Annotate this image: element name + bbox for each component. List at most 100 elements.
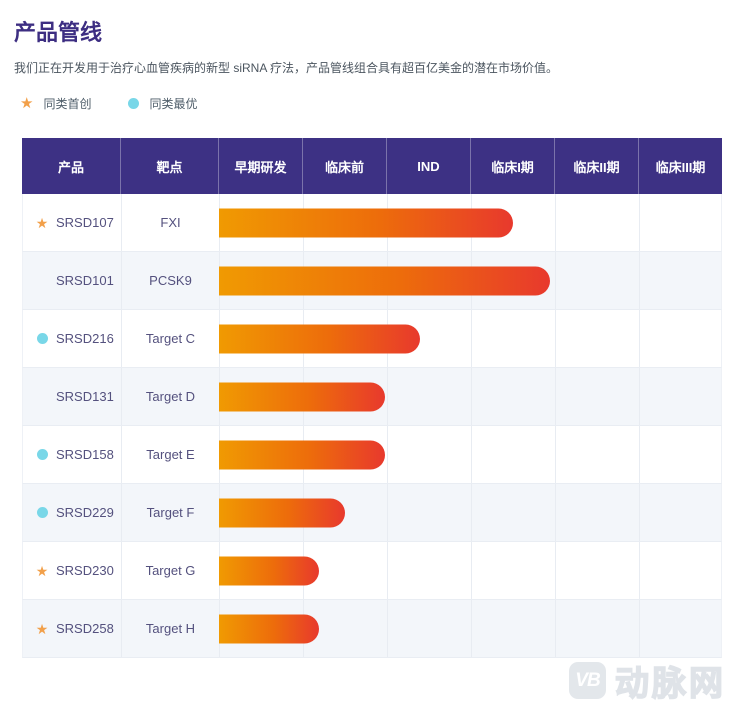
stage-cell [555, 194, 639, 251]
product-cell: SRSD229 [23, 484, 121, 541]
table-body: ★ SRSD107 FXI SRSD101 PCSK9 SRSD216 Target C SR… [22, 194, 722, 658]
stage-cell [471, 600, 555, 657]
header-cell-0: 产品 [57, 159, 84, 175]
progress-track [219, 600, 721, 657]
stage-cell [639, 194, 723, 251]
product-cell: SRSD216 [23, 310, 121, 367]
stage-cell [639, 542, 723, 599]
brand-watermark-text: 动脉网 [614, 664, 726, 704]
table-row: SRSD158 Target E [22, 426, 722, 484]
stage-cell [471, 484, 555, 541]
header-cell-1: 靶点 [120, 138, 218, 194]
vb-logo-icon: VB [569, 662, 606, 699]
page-subtitle: 我们正在开发用于治疗心血管疾病的新型 siRNA 疗法，产品管线组合具有超百亿美… [14, 61, 559, 75]
stage-cell [639, 426, 723, 483]
progress-track [219, 426, 721, 483]
target-cell: PCSK9 [121, 252, 219, 309]
product-label: SRSD216 [56, 331, 114, 346]
best-in-class-dot-icon [35, 333, 49, 344]
product-label: SRSD107 [56, 215, 114, 230]
progress-bar [219, 382, 385, 411]
header-cell-3: 临床前 [302, 138, 386, 194]
product-cell: SRSD131 [23, 368, 121, 425]
progress-track [219, 310, 721, 367]
progress-track [219, 194, 721, 251]
product-cell: ★ SRSD107 [23, 194, 121, 251]
product-label: SRSD158 [56, 447, 114, 462]
best-in-class-dot-icon [35, 449, 49, 460]
table-row: SRSD101 PCSK9 [22, 252, 722, 310]
stage-cell [639, 600, 723, 657]
progress-bar [219, 208, 513, 237]
stage-cell [639, 252, 723, 309]
legend-best-in-class-label: 同类最优 [149, 97, 198, 111]
table-header: 产品 靶点 早期研发 临床前 IND 临床I期 临床II期 临床III期 [22, 138, 722, 194]
stage-cell [639, 310, 723, 367]
header-cell-5: 临床I期 [470, 138, 554, 194]
table-row: ★ SRSD258 Target H [22, 600, 722, 658]
star-icon: ★ [20, 95, 34, 112]
stage-cell [555, 368, 639, 425]
legend-first-in-class-label: 同类首创 [43, 97, 92, 111]
page-title: 产品管线 [14, 20, 103, 45]
stage-cell [471, 310, 555, 367]
stage-cell [555, 252, 639, 309]
progress-bar [219, 498, 345, 527]
stage-cell [555, 542, 639, 599]
table-row: SRSD229 Target F [22, 484, 722, 542]
target-cell: Target C [121, 310, 219, 367]
stage-cell [471, 426, 555, 483]
dot-icon [128, 98, 140, 109]
header-cell-4: IND [386, 138, 470, 194]
stage-cell [387, 426, 471, 483]
stage-cell [639, 368, 723, 425]
stage-cell [555, 484, 639, 541]
table-row: SRSD131 Target D [22, 368, 722, 426]
stage-cell [471, 542, 555, 599]
header-cell-7: 临床III期 [638, 138, 722, 194]
progress-track [219, 484, 721, 541]
stage-cell [387, 542, 471, 599]
watermark: VB 动脉网 [569, 656, 726, 705]
stage-cell [639, 484, 723, 541]
target-cell: Target E [121, 426, 219, 483]
target-cell: Target H [121, 600, 219, 657]
stage-cell [387, 484, 471, 541]
progress-track [219, 542, 721, 599]
target-cell: Target F [121, 484, 219, 541]
stage-cell [555, 600, 639, 657]
stage-cell [387, 368, 471, 425]
product-cell: ★ SRSD230 [23, 542, 121, 599]
first-in-class-star-icon: ★ [35, 620, 49, 637]
product-label: SRSD229 [56, 505, 114, 520]
progress-bar [219, 614, 320, 643]
first-in-class-star-icon: ★ [35, 214, 49, 231]
page-header: 产品管线 我们正在开发用于治疗心血管疾病的新型 siRNA 疗法，产品管线组合具… [0, 0, 734, 112]
product-cell: ★ SRSD258 [23, 600, 121, 657]
progress-track [219, 252, 721, 309]
best-in-class-dot-icon [35, 507, 49, 518]
header-cell-6: 临床II期 [554, 138, 638, 194]
pipeline-legend: ★ 同类首创 同类最优 [14, 95, 720, 112]
product-label: SRSD101 [56, 273, 114, 288]
stage-cell [387, 600, 471, 657]
stage-cell [471, 368, 555, 425]
progress-bar [219, 556, 320, 585]
progress-bar [219, 266, 551, 295]
product-cell: SRSD158 [23, 426, 121, 483]
product-label: SRSD230 [56, 563, 114, 578]
pipeline-table: 产品 靶点 早期研发 临床前 IND 临床I期 临床II期 临床III期 ★ SRSD107 FX… [22, 138, 722, 658]
target-cell: Target D [121, 368, 219, 425]
product-label: SRSD258 [56, 621, 114, 636]
target-cell: Target G [121, 542, 219, 599]
progress-track [219, 368, 721, 425]
table-row: ★ SRSD230 Target G [22, 542, 722, 600]
product-cell: SRSD101 [23, 252, 121, 309]
table-row: SRSD216 Target C [22, 310, 722, 368]
stage-cell [555, 426, 639, 483]
progress-bar [219, 324, 420, 353]
target-cell: FXI [121, 194, 219, 251]
legend-best-in-class: 同类最优 [128, 95, 197, 112]
first-in-class-star-icon: ★ [35, 562, 49, 579]
progress-bar [219, 440, 385, 469]
